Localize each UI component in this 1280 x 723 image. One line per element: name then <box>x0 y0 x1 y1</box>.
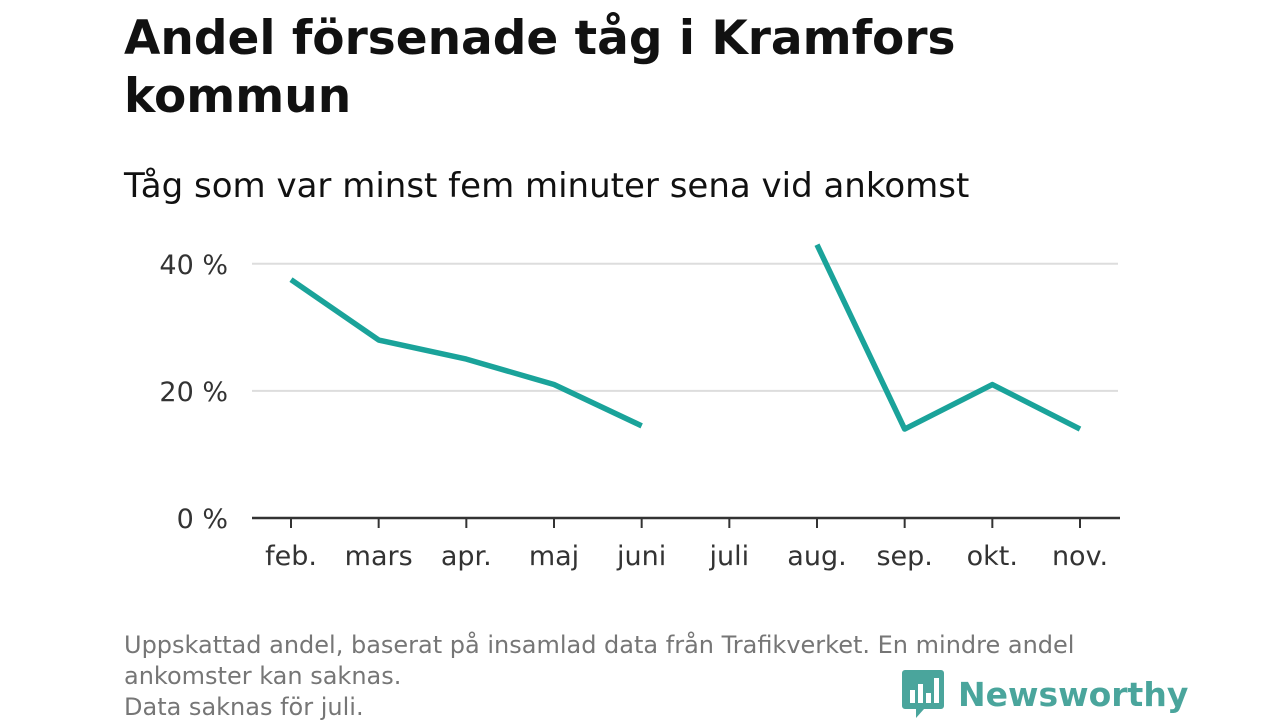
line-chart: 0 % 20 % 40 % feb. mars apr. maj juni juli aug. s… <box>0 0 1280 620</box>
footnote-line-1: Uppskattad andel, baserat på insamlad da… <box>124 630 1164 661</box>
x-tick-label: aug. <box>787 541 846 572</box>
x-axis: feb. mars apr. maj juni juli aug. sep. okt. nov. <box>252 518 1120 572</box>
x-tick-label: feb. <box>265 541 317 572</box>
gridlines <box>252 264 1118 391</box>
x-tick-label: mars <box>345 541 413 572</box>
x-tick-label: apr. <box>441 541 492 572</box>
x-tick-label: juli <box>709 541 750 572</box>
x-tick-label: juni <box>616 541 666 572</box>
x-tick-label: maj <box>529 541 579 572</box>
data-series <box>291 245 1080 430</box>
y-axis-labels: 0 % 20 % 40 % <box>159 250 228 535</box>
series-line-segment <box>817 245 1080 429</box>
x-tick-label: sep. <box>876 541 932 572</box>
x-tick-label: okt. <box>967 541 1018 572</box>
y-tick-label: 20 % <box>159 377 228 408</box>
series-line-segment <box>291 280 642 426</box>
y-tick-label: 40 % <box>159 250 228 281</box>
bar-chart-speech-bubble-icon <box>902 670 944 720</box>
newsworthy-logo: Newsworthy <box>902 670 1188 720</box>
y-tick-label: 0 % <box>177 504 228 535</box>
brand-name: Newsworthy <box>958 675 1188 715</box>
x-tick-label: nov. <box>1052 541 1108 572</box>
